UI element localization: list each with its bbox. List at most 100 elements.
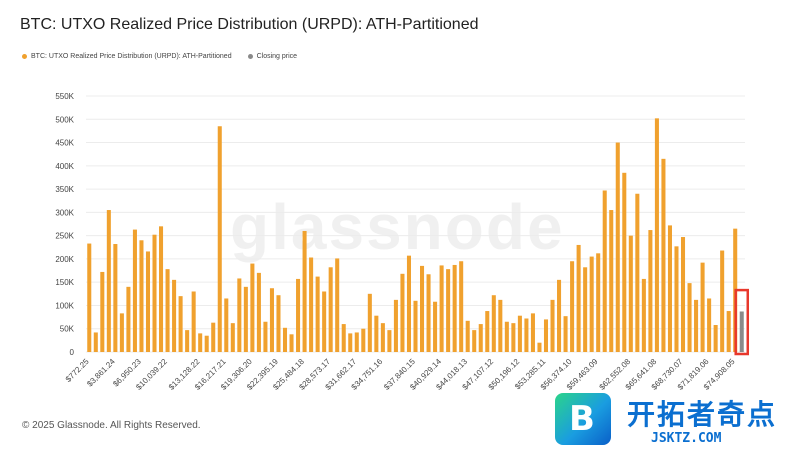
urpd-bar bbox=[93, 332, 98, 352]
legend: BTC: UTXO Realized Price Distribution (U… bbox=[22, 53, 297, 60]
urpd-bar bbox=[113, 244, 118, 352]
y-tick-label: 50K bbox=[60, 325, 75, 334]
urpd-bar bbox=[191, 291, 196, 352]
urpd-bar bbox=[178, 296, 183, 352]
urpd-bar bbox=[433, 301, 438, 352]
brand-name: 开拓者奇点 bbox=[627, 398, 778, 431]
urpd-bar bbox=[485, 311, 490, 352]
y-tick-label: 100K bbox=[55, 301, 74, 310]
legend-item-closing-price[interactable]: Closing price bbox=[247, 53, 298, 60]
urpd-bar bbox=[230, 323, 235, 352]
urpd-bar bbox=[374, 315, 379, 352]
urpd-bar bbox=[648, 230, 653, 352]
urpd-bar bbox=[106, 210, 111, 352]
y-tick-label: 200K bbox=[55, 255, 74, 264]
urpd-bar bbox=[211, 322, 216, 352]
urpd-bar bbox=[420, 265, 425, 352]
urpd-bar bbox=[661, 158, 666, 352]
urpd-bar bbox=[687, 283, 692, 352]
urpd-bar bbox=[459, 261, 464, 352]
y-tick-label: 250K bbox=[55, 232, 74, 241]
urpd-bar bbox=[524, 318, 529, 352]
urpd-bar bbox=[237, 278, 242, 352]
urpd-bar bbox=[87, 243, 92, 352]
urpd-bar bbox=[413, 300, 418, 352]
urpd-bar bbox=[707, 298, 712, 352]
y-tick-label: 150K bbox=[55, 278, 74, 287]
urpd-bar bbox=[472, 330, 477, 352]
legend-label-urpd: BTC: UTXO Realized Price Distribution (U… bbox=[31, 53, 232, 60]
urpd-bar bbox=[132, 229, 137, 352]
urpd-bar bbox=[256, 272, 261, 352]
urpd-bar bbox=[720, 250, 725, 352]
urpd-bar bbox=[393, 299, 398, 352]
legend-label-closing-price: Closing price bbox=[256, 53, 298, 60]
urpd-bar bbox=[583, 267, 588, 352]
legend-item-urpd[interactable]: BTC: UTXO Realized Price Distribution (U… bbox=[22, 53, 232, 60]
urpd-bar bbox=[426, 274, 431, 352]
urpd-bar bbox=[511, 323, 516, 352]
urpd-bar bbox=[530, 313, 535, 352]
urpd-bar bbox=[315, 276, 320, 352]
chart-title: BTC: UTXO Realized Price Distribution (U… bbox=[20, 16, 479, 33]
urpd-bar bbox=[224, 298, 229, 352]
legend-swatch-urpd bbox=[22, 54, 27, 59]
y-tick-label: 550K bbox=[55, 92, 74, 101]
urpd-bar bbox=[517, 315, 522, 352]
urpd-bar bbox=[674, 246, 679, 352]
urpd-bar bbox=[354, 332, 359, 352]
urpd-bar bbox=[694, 299, 699, 352]
y-tick-label: 0 bbox=[70, 348, 75, 357]
brand-logo-letter: B bbox=[569, 399, 595, 439]
urpd-bar bbox=[282, 327, 288, 352]
brand-url: JSKTZ.COM bbox=[651, 431, 722, 446]
urpd-bar bbox=[596, 253, 601, 352]
urpd-bar bbox=[563, 316, 568, 352]
urpd-bar bbox=[341, 324, 346, 352]
glassnode-watermark: glassnode bbox=[230, 191, 565, 263]
urpd-bar bbox=[302, 230, 307, 352]
urpd-bar bbox=[406, 255, 411, 352]
copyright-footer: © 2025 Glassnode. All Rights Reserved. bbox=[22, 420, 201, 431]
urpd-bar bbox=[250, 263, 255, 352]
urpd-bar bbox=[446, 269, 451, 352]
urpd-bar bbox=[537, 342, 542, 352]
urpd-bar bbox=[622, 172, 627, 352]
legend-swatch-closing-price bbox=[247, 54, 253, 59]
urpd-bar bbox=[680, 237, 686, 352]
y-tick-label: 400K bbox=[55, 162, 74, 171]
urpd-bar bbox=[309, 257, 314, 352]
urpd-bar bbox=[139, 240, 144, 352]
urpd-bar bbox=[119, 313, 124, 352]
urpd-bar bbox=[296, 278, 301, 352]
urpd-bar bbox=[348, 333, 353, 352]
urpd-bar bbox=[498, 299, 503, 352]
urpd-bar bbox=[576, 244, 581, 352]
urpd-bar bbox=[713, 325, 718, 352]
urpd-bar bbox=[289, 334, 294, 352]
urpd-bar bbox=[641, 278, 646, 352]
urpd-bar bbox=[589, 256, 594, 352]
urpd-bar bbox=[126, 286, 131, 352]
urpd-bar bbox=[269, 288, 274, 352]
closing-price-highlight bbox=[734, 288, 750, 356]
urpd-bar bbox=[557, 279, 562, 352]
urpd-bar bbox=[478, 324, 483, 352]
urpd-bar bbox=[550, 299, 555, 352]
brand-logo-icon: B bbox=[555, 393, 611, 445]
urpd-bar bbox=[100, 271, 105, 352]
y-tick-label: 350K bbox=[55, 185, 74, 194]
urpd-bar bbox=[152, 234, 157, 352]
urpd-bar bbox=[700, 262, 705, 352]
urpd-bar bbox=[380, 323, 385, 352]
urpd-bar bbox=[609, 210, 614, 352]
urpd-bar bbox=[654, 118, 659, 352]
urpd-bar bbox=[491, 295, 496, 352]
urpd-bar bbox=[243, 286, 248, 352]
urpd-bar bbox=[335, 258, 340, 352]
urpd-bar bbox=[263, 321, 268, 352]
urpd-bar bbox=[570, 261, 575, 352]
urpd-bar bbox=[615, 142, 620, 352]
y-tick-label: 300K bbox=[55, 208, 74, 217]
